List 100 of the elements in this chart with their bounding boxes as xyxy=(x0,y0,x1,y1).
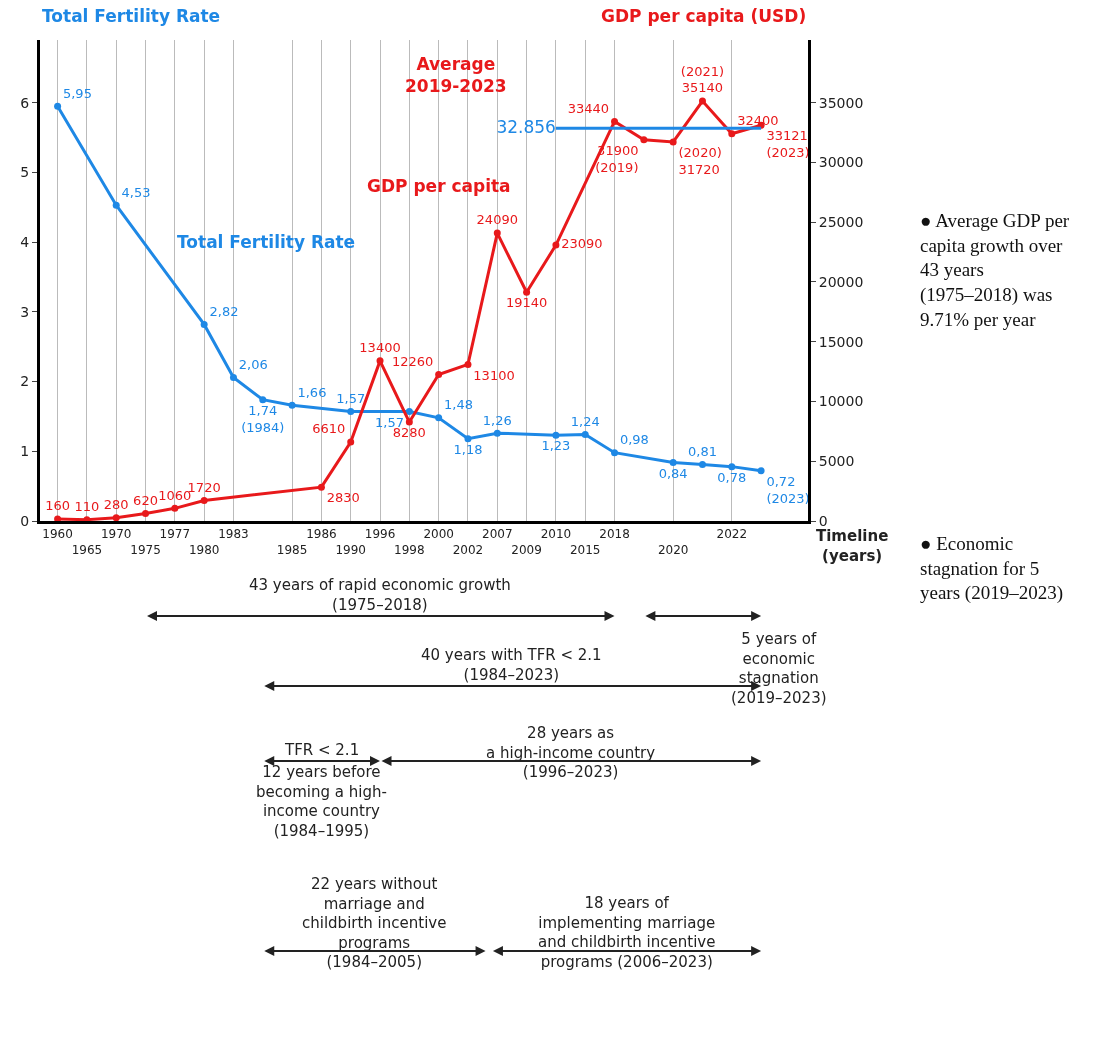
x-tick-label: 2022 xyxy=(716,527,748,542)
x-tick-label: 1960 xyxy=(42,527,73,542)
text: 18 years of implementing marriage and childbirth incentive programs (2006–2023) xyxy=(538,894,716,971)
y2-tick-label: 30000 xyxy=(818,154,864,171)
y-tick-label: 5 xyxy=(20,164,30,181)
text: GDP per capita xyxy=(367,176,511,196)
point xyxy=(523,288,531,296)
text: ● Average GDP per capita growth over 43 years (1975–2018) was 9.71% per year xyxy=(920,210,1070,330)
data-label: 110 xyxy=(74,499,100,515)
text: 40 years with TFR < 2.1 (1984–2023) xyxy=(421,646,602,684)
data-label: 4,53 xyxy=(121,184,151,200)
point xyxy=(54,102,62,110)
data-label: 0,84 xyxy=(658,465,688,481)
y-axis-title: Total Fertility Rate xyxy=(42,6,221,26)
x-tick-label: 1990 xyxy=(335,543,366,557)
point xyxy=(728,463,736,471)
data-label: 6610 xyxy=(312,421,346,437)
annotation: Average 2019-2023 xyxy=(405,54,507,97)
y2-tick-label: 15000 xyxy=(818,333,864,350)
point xyxy=(669,458,677,466)
point xyxy=(405,418,413,426)
y-tick-label: 3 xyxy=(20,303,30,320)
point xyxy=(640,136,648,144)
data-label: 160 xyxy=(45,498,70,514)
x-tick-label: 1970 xyxy=(100,527,132,542)
x-tick-label: 1985 xyxy=(276,543,308,557)
x-tick-label: 2009 xyxy=(511,543,542,557)
data-label: 32400 xyxy=(737,113,779,129)
data-label: 1,23 xyxy=(541,438,571,454)
data-label: 33440 xyxy=(567,100,610,116)
point xyxy=(229,373,237,381)
x-tick-label: 2000 xyxy=(423,527,454,542)
point xyxy=(171,504,179,512)
point xyxy=(611,449,619,457)
point xyxy=(552,431,560,439)
data-label: 32.856 xyxy=(496,116,556,137)
y2-tick-label: 10000 xyxy=(818,393,864,410)
point xyxy=(288,401,296,409)
point xyxy=(464,360,472,368)
text: 43 years of rapid economic growth (1975–2018) xyxy=(249,576,511,614)
y2-axis-title: GDP per capita (USD) xyxy=(601,6,807,26)
data-label: (2020) 31720 xyxy=(678,145,722,177)
x-tick-label: 1975 xyxy=(130,543,161,557)
data-label: 33121 (2023) xyxy=(766,128,810,161)
x-tick-label: 2010 xyxy=(540,527,572,542)
x-tick-label: 1980 xyxy=(188,543,220,557)
point xyxy=(757,467,765,475)
point xyxy=(405,408,413,416)
point xyxy=(112,201,120,209)
x-tick-label: 1965 xyxy=(71,543,103,557)
text: 5 years of economic stagnation (2019–2023) xyxy=(731,630,827,707)
data-label: 0,81 xyxy=(687,443,717,459)
data-label: 2,82 xyxy=(209,303,239,319)
data-label: 1,57 xyxy=(336,390,366,406)
y-tick-label: 2 xyxy=(20,373,30,390)
data-label: 0,98 xyxy=(619,432,649,448)
data-label: 280 xyxy=(103,497,129,513)
x-tick-label: 2015 xyxy=(569,543,601,557)
data-label: 1060 xyxy=(158,487,192,503)
data-label: 5,95 xyxy=(62,85,92,101)
data-label: 620 xyxy=(133,492,158,508)
point xyxy=(493,229,501,237)
data-label: 24090 xyxy=(476,212,518,228)
point xyxy=(435,414,443,422)
point xyxy=(200,496,208,504)
data-label: 2830 xyxy=(326,490,360,506)
text: 28 years as a high-income country (1996–2023) xyxy=(486,724,656,781)
point xyxy=(347,438,355,446)
data-label: 0,78 xyxy=(717,469,747,485)
point xyxy=(259,396,267,404)
x-tick-label: 2002 xyxy=(452,543,484,557)
x-axis-title: Timeline (years) xyxy=(816,527,889,565)
point xyxy=(464,435,472,443)
x-tick-label: 2007 xyxy=(482,527,513,542)
data-label: (2021) 35140 xyxy=(680,63,725,96)
data-label: 13400 xyxy=(359,340,401,356)
point xyxy=(581,431,589,439)
text: 22 years without marriage and childbirth incentive programs (1984–2005) xyxy=(302,875,447,971)
y2-tick-label: 20000 xyxy=(818,273,864,290)
y2-tick-label: 5000 xyxy=(818,453,855,470)
data-label: 19140 xyxy=(505,295,548,311)
point xyxy=(669,138,677,146)
point xyxy=(347,408,355,416)
data-label: 23090 xyxy=(561,236,603,252)
y2-tick-label: 35000 xyxy=(818,94,864,111)
y2-tick-label: 0 xyxy=(818,512,828,529)
y2-tick-label: 25000 xyxy=(818,214,864,231)
data-label: 1,48 xyxy=(444,397,473,413)
y-tick-label: 1 xyxy=(20,443,30,460)
data-label: 2,06 xyxy=(238,356,268,372)
point xyxy=(611,117,619,125)
data-label: 0,72 (2023) xyxy=(766,473,810,506)
y-tick-label: 0 xyxy=(20,512,30,529)
point xyxy=(435,370,443,378)
point xyxy=(698,461,706,469)
data-label: 1,74 (1984) xyxy=(241,402,285,435)
data-label: 1,24 xyxy=(570,413,600,429)
data-label: 12260 xyxy=(391,353,434,369)
data-label: 1,66 xyxy=(297,384,327,400)
point xyxy=(728,130,736,138)
